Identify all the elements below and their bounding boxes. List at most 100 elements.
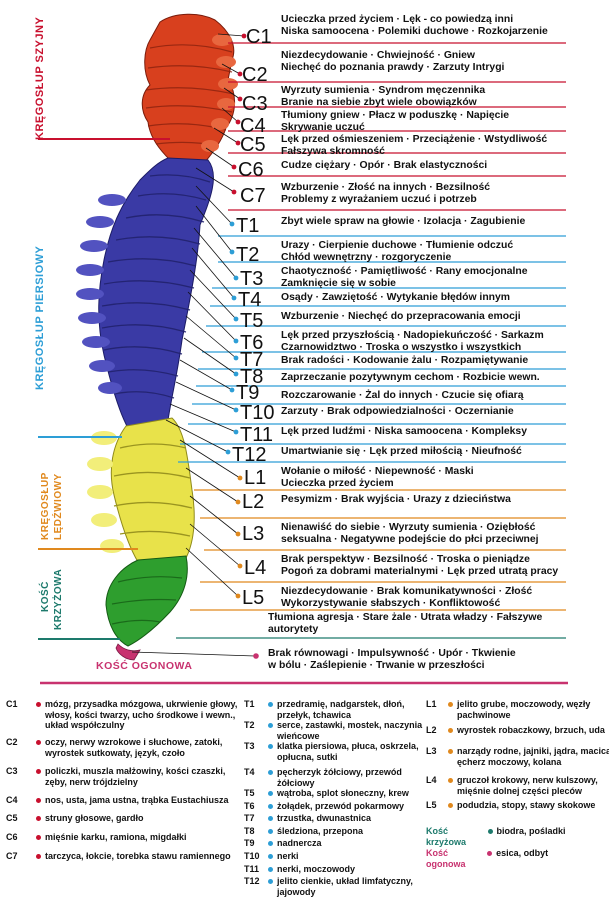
emotion-line: Wyrzuty sumienia · Syndrom męczennika [281,85,486,96]
legend-code: C3 [6,766,18,776]
emotion-line: Ucieczka przed życiem [281,478,394,489]
legend-text: jelito cienkie, układ limfatyczny, jajow… [277,876,413,897]
legend-dot-icon [268,723,273,728]
emotion-line: Niechęć do poznania prawdy · Zarzuty Int… [281,62,505,73]
legend-text: policzki, muszla małżowiny, kości czaszk… [45,766,226,787]
legend-dot-icon [268,867,273,872]
vertebra-code-l2: L2 [242,491,265,513]
legend-item-t1: T1 przedramię, nadgarstek, dłoń, przełyk,… [244,699,427,720]
region-label-coccyx: KOŚĆ OGONOWA [96,660,193,672]
region-label-lumbar-1: KRĘGOSŁUP [40,472,51,540]
coccyx-section [115,643,141,661]
vertebra-row-t3: Chaotyczność · Pamiętliwość · Rany emocj… [281,266,605,290]
legend-dot-icon [268,744,273,749]
legend-text: nerki, moczowody [277,864,356,874]
legend-item-t9: T9 nadnercza [244,838,427,849]
legend-text: mięśnie karku, ramiona, migdałki [45,832,187,842]
legend-dot-icon [36,798,41,803]
vertebra-row-c1: Ucieczka przed życiem · Lęk - co powiedz… [281,14,605,38]
vertebra-code-t5: T5 [240,310,264,332]
emotion-line: Osądy · Zawziętość · Wytykanie błędów in… [281,292,511,303]
vertebra-code-l4: L4 [244,557,267,579]
legend-dot-icon [268,702,273,707]
vertebra-row-t12: Umartwianie się · Lęk przed miłością · N… [281,446,605,458]
vertebra-row-t10: Zarzuty · Brak odpowiedzialności · Oczer… [281,406,605,418]
legend-text: nadnercza [277,838,322,848]
emotion-line: Pesymizm · Brak wyjścia · Urazy z dzieci… [281,494,511,505]
legend-item-t5: T5 wątroba, splot słoneczny, krew [244,788,427,799]
vertebra-row-t6: Lęk przed przyszłością · Nadopiekuńczość… [281,330,605,354]
legend-text: trzustka, dwunastnica [277,813,372,823]
vertebra-row-c6: Cudze ciężary · Opór · Brak elastycznośc… [281,160,605,172]
emotion-line: Zarzuty · Brak odpowiedzialności · Oczer… [281,406,514,417]
legend-text: śledziona, przepona [277,826,364,836]
legend-dot-icon [448,702,453,707]
emotion-line: Brak radości · Kodowanie żalu · Rozpamię… [281,355,529,366]
legend-item-t11: T11 nerki, moczowody [244,864,427,875]
region-label-sacral-1: KOŚĆ [40,581,51,612]
vertebra-row-l2: Pesymizm · Brak wyjścia · Urazy z dzieci… [281,494,605,506]
region-label-sacral-2: KRZYŻOWA [53,568,64,630]
vertebra-code-c3: C3 [242,93,268,115]
legend-dot-icon [448,778,453,783]
vertebra-row-l3: Nienawiść do siebie · Wyrzuty sumienia ·… [281,522,605,546]
legend-dot-icon [268,770,273,775]
legend-item-c2: C2 oczy, nerwy wzrokowe i słuchowe, zatok… [6,737,241,758]
legend-item-t2: T2 serce, zastawki, mostek, naczynia wień… [244,720,427,741]
vertebra-row-t11: Lęk przed ludźmi · Niska samoocena · Kom… [281,426,605,438]
emotion-line: Skrywanie uczuć [281,122,365,133]
vertebra-code-l3: L3 [242,523,265,545]
legend-code: T1 [244,699,255,709]
vertebra-code-c2: C2 [242,64,268,86]
legend-code: T8 [244,826,255,836]
legend-code: C1 [6,699,18,709]
legend-item-t12: T12 jelito cienkie, układ limfatyczny, ja… [244,876,427,897]
legend-text: żołądek, przewód pokarmowy [277,801,405,811]
vertebra-row-l1: Wołanie o miłość · Niepewność · Maski Uci… [281,466,605,490]
vertebra-code-t7: T7 [240,349,264,371]
emotion-line: Wzburzenie · Niechęć do przepracowania e… [281,311,521,322]
legend-item-l3: L3 narządy rodne, jajniki, jądra, macica,… [426,746,609,767]
vertebra-code-t10: T10 [240,402,275,424]
legend-code: T9 [244,838,255,848]
emotion-line: Chaotyczność · Pamiętliwość · Rany emocj… [281,266,528,277]
emotion-line: Brak perspektyw · Bezsilność · Troska o … [281,554,530,565]
legend-text: gruczoł krokowy, nerw kulszowy, mięśnie … [457,775,598,796]
legend-code: L5 [426,800,437,810]
legend-code: T12 [244,876,260,886]
legend-code: T3 [244,741,255,751]
legend-code: C5 [6,813,18,823]
emotion-line: Problemy z wyrażaniem uczuć i potrzeb [281,194,477,205]
legend-dot-icon [268,829,273,834]
vertebra-row-t1: Zbyt wiele spraw na głowie · Izolacja · … [281,216,605,228]
legend-dot-icon [268,841,273,846]
emotion-line: Rozczarowanie · Żal do innych · Czucie s… [281,390,524,401]
legend-code: C7 [6,851,18,861]
emotion-line: Lęk przed przyszłością · Nadopiekuńczość… [281,330,544,341]
emotion-line: Lęk przed ośmieszeniem · Przeciążenie · … [281,134,548,145]
legend-text: przedramię, nadgarstek, dłoń, przełyk, t… [277,699,405,720]
emotion-line: Niska samoocena · Polemiki duchowe · Roz… [281,26,548,37]
vertebra-row-t9: Rozczarowanie · Żal do innych · Czucie s… [281,390,605,402]
vertebra-code-t2: T2 [236,244,260,266]
emotion-line: Zaprzeczanie pozytywnym cechom · Rozbici… [281,372,540,383]
legend-code: L2 [426,725,437,735]
legend-dot-icon [36,702,41,707]
emotion-line: Pogoń za dobrami materialnymi · Lęk prze… [281,566,559,577]
legend-code: T7 [244,813,255,823]
emotion-line: Wołanie o miłość · Niepewność · Maski [281,466,474,477]
vertebra-row-c5: Lęk przed ośmieszeniem · Przeciążenie · … [281,134,605,158]
legend-code: Kość krzyżowa [426,826,467,847]
vertebra-code-l5: L5 [242,587,265,609]
legend-code: C2 [6,737,18,747]
legend-text: jelito grube, moczowody, węzły pachwinow… [457,699,591,720]
region-label-lumbar-2: LĘDŹWIOWY [53,473,64,540]
legend-code: L3 [426,746,437,756]
vertebra-code-t8: T8 [240,366,264,388]
legend-dot-icon [268,791,273,796]
emotion-line: Niezdecydowanie · Brak komunikatywności … [281,586,533,597]
legend-item-kość-ogonowa: Kość ogonowa esica, odbyt [426,848,609,869]
vertebra-code-t1: T1 [236,215,260,237]
legend-item-t7: T7 trzustka, dwunastnica [244,813,427,824]
